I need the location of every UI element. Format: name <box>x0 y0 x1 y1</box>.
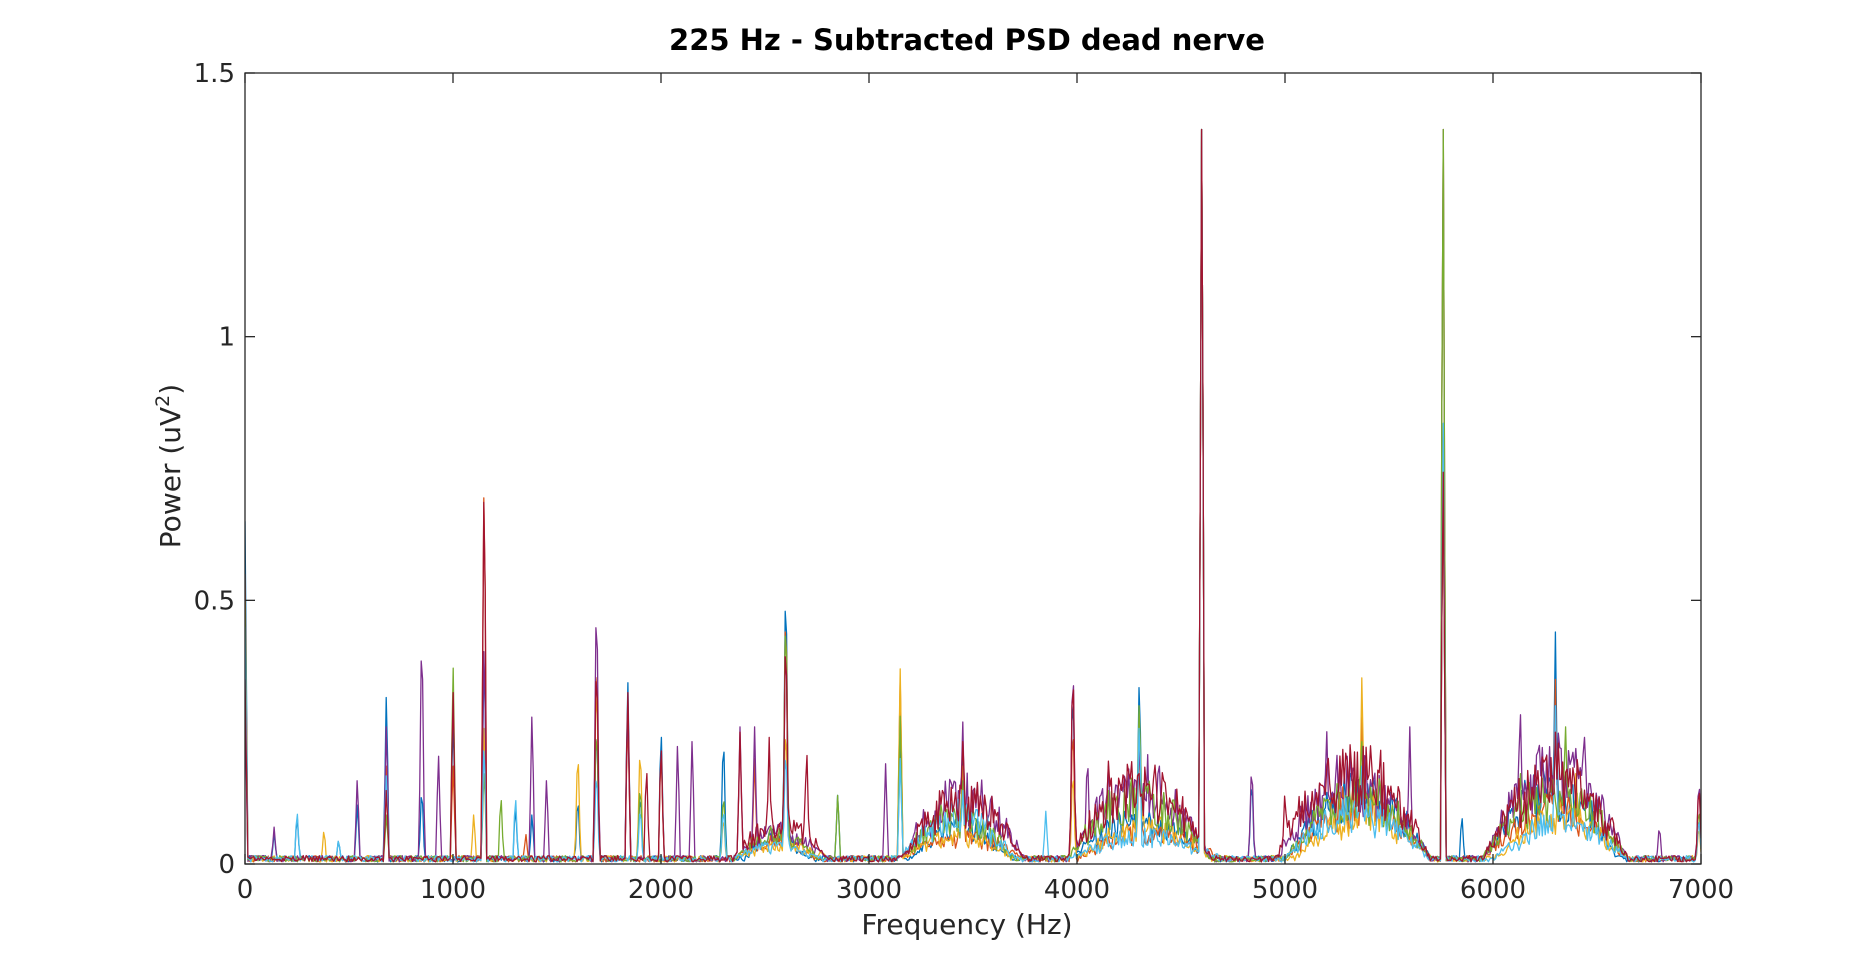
series-line-4 <box>245 128 1701 863</box>
y-axis-label-base: Power (uV <box>154 407 187 548</box>
series-traces <box>245 128 1701 863</box>
x-tick-label: 3000 <box>836 875 902 905</box>
y-tick-label: 1 <box>218 323 235 353</box>
x-axis-label: Frequency (Hz) <box>861 908 1072 941</box>
series-line-5 <box>245 128 1701 863</box>
y-tick-label: 0 <box>218 850 235 880</box>
x-tick-label: 1000 <box>420 875 486 905</box>
x-tick-label: 4000 <box>1044 875 1110 905</box>
x-tick-label: 2000 <box>628 875 694 905</box>
series-line-2 <box>245 128 1701 863</box>
plot-area-frame <box>244 72 1702 865</box>
y-tick-label: 0.5 <box>194 586 235 616</box>
x-tick-label: 6000 <box>1460 875 1526 905</box>
chart-title: 225 Hz - Subtracted PSD dead nerve <box>669 23 1265 57</box>
series-line-3 <box>245 128 1701 863</box>
y-axis-label-suffix: ) <box>154 384 187 395</box>
y-axis: 0 0.5 1 1.5 <box>194 59 1701 880</box>
x-tick-label: 0 <box>237 875 254 905</box>
x-tick-label: 7000 <box>1668 875 1734 905</box>
y-axis-label: Power (uV2) <box>152 384 187 548</box>
x-tick-label: 5000 <box>1252 875 1318 905</box>
series-line-7 <box>245 128 1701 863</box>
series-line-6 <box>245 128 1701 863</box>
x-axis: 0 1000 2000 3000 4000 5000 6000 7000 <box>237 73 1734 905</box>
y-tick-label: 1.5 <box>194 59 235 89</box>
y-axis-label-superscript: 2 <box>152 395 174 407</box>
series-line-1 <box>245 128 1701 863</box>
